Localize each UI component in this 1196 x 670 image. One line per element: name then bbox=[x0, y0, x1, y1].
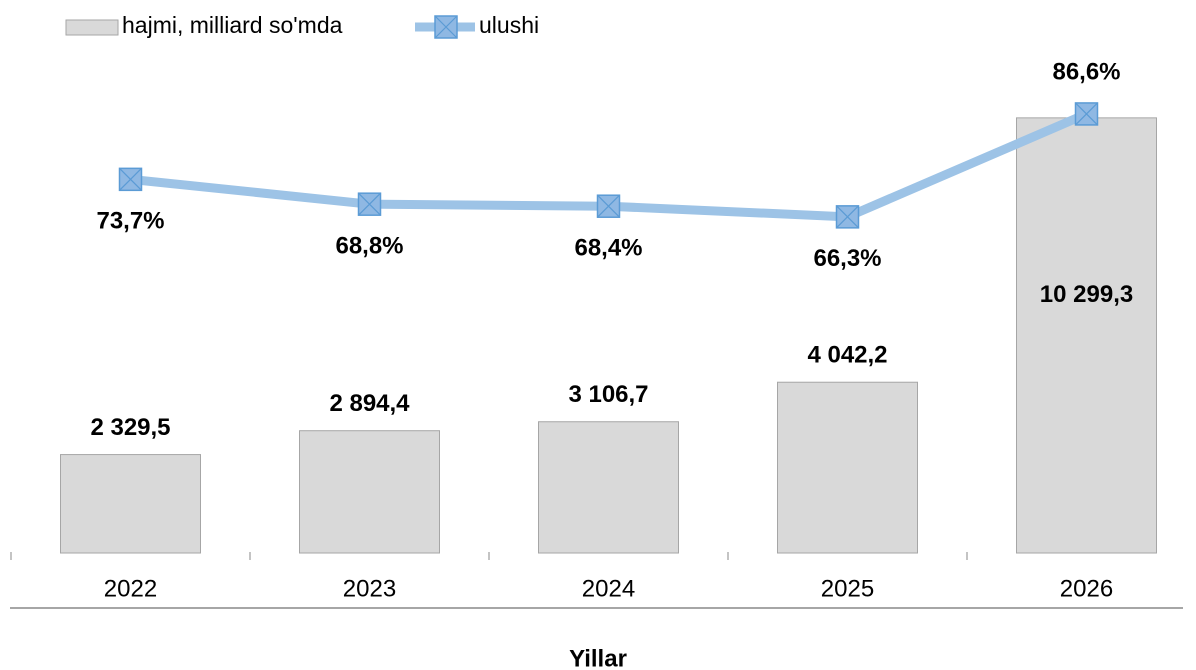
data-label: 66,3% bbox=[813, 245, 881, 272]
data-label: 2 894,4 bbox=[329, 390, 410, 417]
data-label: 68,8% bbox=[335, 233, 403, 260]
data-label: 10 299,3 bbox=[1040, 281, 1133, 308]
legend-label: ulushi bbox=[479, 12, 539, 38]
bar bbox=[299, 430, 440, 554]
data-label: 86,6% bbox=[1052, 58, 1120, 85]
bar bbox=[60, 454, 201, 554]
line-marker bbox=[357, 192, 382, 216]
x-tick-label: 2026 bbox=[1060, 575, 1113, 602]
x-tick-label: 2024 bbox=[582, 575, 635, 602]
data-label: 2 329,5 bbox=[90, 414, 170, 441]
data-label: 73,7% bbox=[96, 208, 164, 235]
line-marker bbox=[596, 194, 621, 218]
legend-swatch bbox=[65, 19, 119, 36]
x-tick-label: 2023 bbox=[343, 575, 396, 602]
x-tick-label: 2022 bbox=[104, 575, 157, 602]
x-tick-label: 2025 bbox=[821, 575, 874, 602]
bar bbox=[1016, 117, 1157, 554]
data-label: 3 106,7 bbox=[568, 381, 648, 408]
x-axis-title: Yillar bbox=[569, 645, 627, 670]
line-marker bbox=[1074, 102, 1099, 126]
legend-marker bbox=[434, 15, 458, 39]
line-marker bbox=[118, 167, 143, 192]
bar bbox=[777, 381, 918, 554]
legend-label: hajmi, milliard so'mda bbox=[122, 12, 343, 38]
data-label: 68,4% bbox=[574, 235, 642, 262]
line-marker bbox=[835, 205, 860, 229]
data-label: 4 042,2 bbox=[807, 342, 887, 369]
bar bbox=[538, 421, 679, 554]
